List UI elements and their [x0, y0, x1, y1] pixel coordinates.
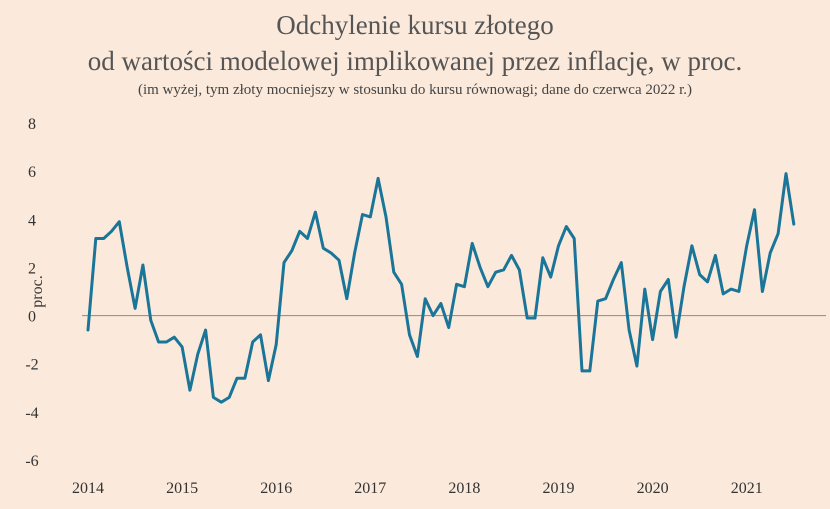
x-tick-label: 2015	[166, 480, 198, 497]
chart-title-line1: Odchylenie kursu złotego	[276, 10, 554, 40]
y-tick-label: 6	[28, 164, 36, 181]
y-tick-label: -6	[25, 453, 38, 470]
y-tick-label: -2	[25, 357, 38, 374]
y-axis-ticks: 8 6 4 2 0 -2 -4 -6	[25, 116, 38, 470]
chart-title-line2: od wartości modelowej implikowanej przez…	[87, 46, 743, 76]
y-tick-label: 0	[28, 309, 36, 326]
y-tick-label: 4	[28, 212, 36, 229]
x-tick-label: 2019	[543, 480, 575, 497]
x-tick-label: 2017	[354, 480, 386, 497]
x-tick-label: 2020	[637, 480, 669, 497]
y-axis-label: proc.	[29, 275, 46, 307]
series-line	[86, 172, 796, 404]
x-tick-label: 2021	[731, 480, 763, 497]
x-tick-label: 2016	[260, 480, 292, 497]
chart-subtitle: (im wyżej, tym złoty mocniejszy w stosun…	[137, 82, 693, 98]
x-tick-label: 2014	[72, 480, 104, 497]
y-tick-label: 8	[28, 116, 36, 133]
y-tick-label: 2	[28, 260, 36, 277]
x-tick-label: 2018	[448, 480, 480, 497]
y-tick-label: -4	[25, 405, 38, 422]
x-axis-ticks: 2014 2015 2016 2017 2018 2019 2020 2021	[72, 480, 763, 497]
